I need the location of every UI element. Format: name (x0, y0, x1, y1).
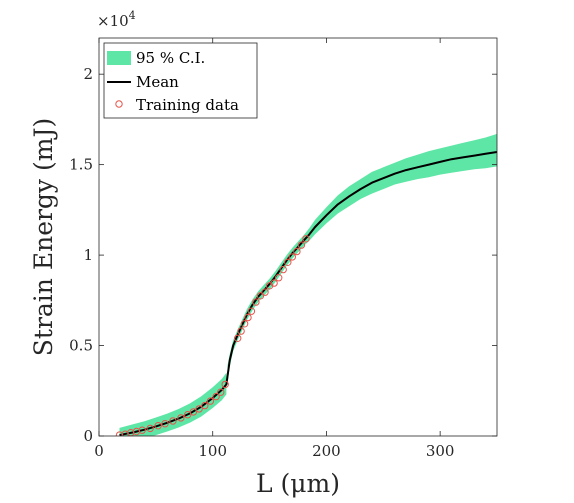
training-point (256, 292, 265, 300)
legend-training-marker (115, 100, 123, 108)
training-point (195, 405, 203, 413)
legend-ci-label: 95 % C.I. (136, 49, 205, 67)
x-tick-label: 100 (198, 442, 227, 460)
legend: 95 % C.I. Mean Training data (103, 42, 258, 119)
legend-mean-label: Mean (136, 73, 179, 91)
training-point (275, 274, 283, 282)
training-point (279, 265, 287, 274)
plot-clip-group (115, 133, 497, 436)
axis-ticks: 0 100 200 300 0 0.5 1 1.5 2 (69, 38, 497, 460)
training-point (297, 241, 306, 249)
y-tick-label: 0.5 (69, 337, 93, 355)
training-point (234, 334, 242, 342)
y-exponent-label: ×104 (97, 9, 136, 30)
ci-band-segment-2 (227, 133, 497, 384)
x-axis-title: L (μm) (256, 469, 340, 498)
training-point (154, 422, 162, 430)
training-point (115, 431, 124, 436)
training-point (244, 313, 252, 322)
training-point (184, 411, 192, 419)
y-tick-label: 0 (83, 427, 93, 445)
y-axis-title: Strain Energy (mJ) (29, 118, 58, 356)
training-point (201, 401, 209, 410)
training-point (240, 320, 249, 328)
training-point (206, 397, 215, 405)
training-point (161, 420, 169, 428)
training-point (302, 235, 310, 243)
training-point (146, 424, 154, 433)
training-point (252, 298, 260, 306)
axes-box (98, 37, 498, 437)
y-tick-label: 1 (83, 246, 93, 264)
x-tick-label: 200 (312, 442, 341, 460)
legend-ci-swatch (107, 51, 131, 65)
training-point (293, 247, 301, 256)
training-point (217, 388, 225, 396)
training-point (288, 253, 296, 261)
y-tick-label: 1.5 (69, 156, 93, 174)
plot-area (115, 133, 497, 436)
training-point (284, 258, 292, 266)
training-point (270, 279, 278, 287)
y-exponent-base: ×10 (97, 12, 129, 30)
x-tick-label: 300 (426, 442, 455, 460)
training-point (177, 414, 185, 422)
x-tick-label: 0 (94, 442, 104, 460)
training-point (189, 408, 198, 416)
training-point (212, 392, 220, 401)
training-point (138, 426, 146, 434)
training-point (261, 288, 269, 296)
mean-line (119, 151, 497, 436)
training-point (247, 307, 256, 315)
training-point (169, 417, 177, 425)
y-tick-label: 2 (83, 65, 93, 83)
legend-training-label: Training data (136, 96, 239, 114)
training-point (237, 327, 245, 335)
training-point (221, 380, 229, 389)
y-exponent-power: 4 (129, 9, 136, 22)
